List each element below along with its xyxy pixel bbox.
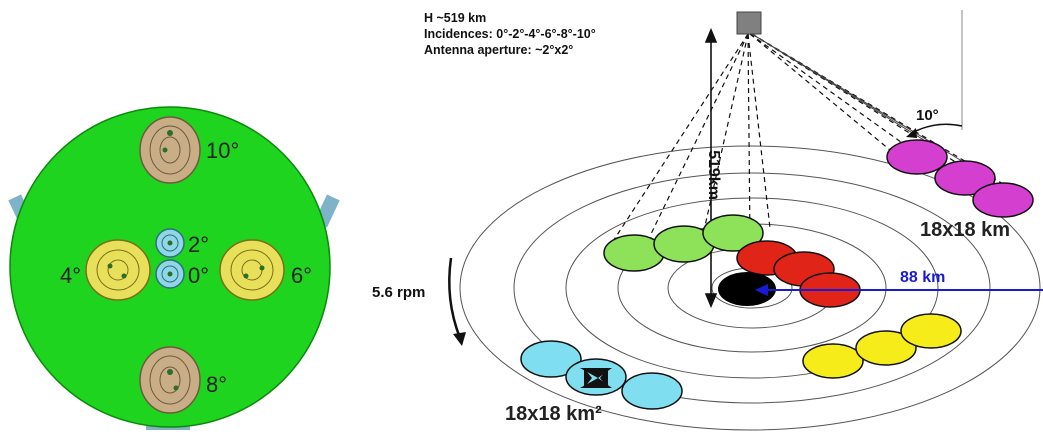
- radius-arrow: [755, 284, 1043, 296]
- altitude-text: H ~519 km: [424, 11, 487, 25]
- aperture-text: Antenna aperture: ~2°x2°: [424, 43, 574, 57]
- rotation-arrow-head: [453, 332, 466, 346]
- rotation-arrow: [448, 257, 462, 339]
- radius-label: 88 km: [900, 269, 945, 286]
- scan-geometry: 519km 10° 88 km: [372, 10, 1043, 431]
- horn-6deg: [219, 239, 285, 301]
- footprint-nadir: [718, 272, 776, 306]
- label-10deg: 10°: [206, 138, 239, 163]
- label-4deg: 4°: [60, 263, 81, 288]
- label-0deg: 0°: [188, 263, 209, 288]
- label-2deg: 2°: [188, 232, 209, 257]
- rotation-label: 5.6 rpm: [372, 284, 425, 301]
- height-arrow: [704, 27, 718, 309]
- horn-8deg: [139, 346, 201, 414]
- horn-10deg: [139, 116, 201, 184]
- footprints-yellow: [802, 313, 962, 379]
- antenna-plate: 10° 2° 4° 0° 6° 8°: [8, 106, 340, 430]
- info-block: H ~519 km Incidences: 0°-2°-4°-6°-8°-10°…: [424, 10, 596, 58]
- footprints-green: [603, 214, 764, 272]
- angle-arc-head: [906, 128, 917, 138]
- horn-0deg: [155, 259, 185, 289]
- angle-label: 10°: [916, 107, 939, 124]
- footprint-size-label-bottom: 18x18 km²: [505, 403, 602, 425]
- footprints-magenta: [886, 139, 1034, 218]
- label-6deg: 6°: [291, 263, 312, 288]
- beam-solid-lines: [751, 33, 991, 179]
- footprint-size-label-top: 18x18 km: [920, 219, 1010, 241]
- horn-4deg: [85, 239, 151, 301]
- footprint-cross-marker: [580, 368, 612, 388]
- horn-2deg: [155, 228, 185, 258]
- height-label: 519km: [705, 150, 722, 200]
- incidences-text: Incidences: 0°-2°-4°-6°-8°-10°: [424, 27, 596, 41]
- label-8deg: 8°: [206, 372, 227, 397]
- satellite-box: [736, 11, 762, 35]
